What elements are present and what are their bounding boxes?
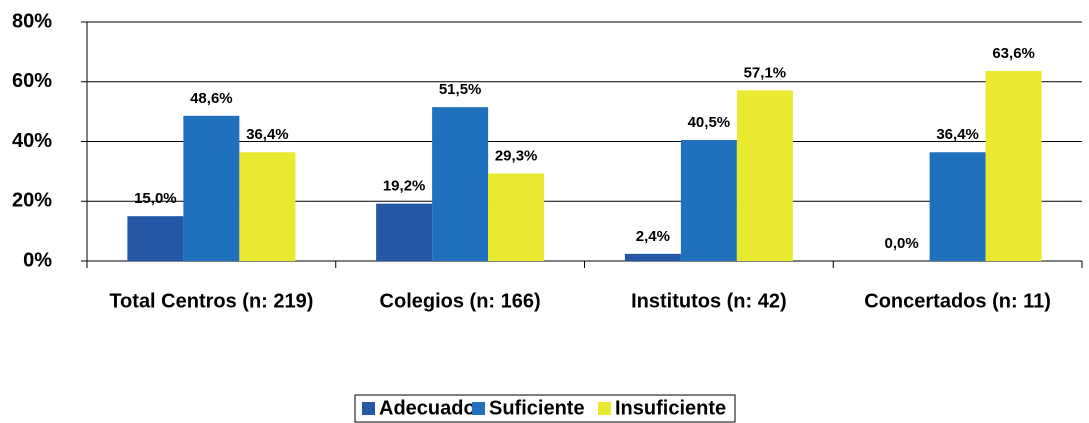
y-tick-label: 20% [12, 190, 52, 212]
bar [488, 173, 545, 261]
data-label: 2,4% [636, 228, 670, 245]
bar [624, 253, 681, 261]
legend-swatch [362, 402, 375, 415]
x-tick-label: Concertados (n: 11) [864, 290, 1051, 312]
y-tick-label: 80% [12, 10, 52, 32]
legend-label: Suficiente [489, 397, 585, 419]
bar [127, 216, 184, 261]
y-tick-label: 0% [23, 249, 52, 271]
x-tick-label: Institutos (n: 42) [631, 290, 787, 312]
bar [239, 152, 296, 261]
legend-label: Insuficiente [615, 397, 726, 419]
legend-box [354, 394, 736, 423]
data-label: 36,4% [936, 126, 979, 143]
data-label: 19,2% [383, 178, 426, 195]
legend-label: Adecuado [379, 397, 476, 419]
y-tick-label: 40% [12, 130, 52, 152]
bar [183, 115, 240, 262]
data-label: 63,6% [992, 45, 1035, 62]
legend-swatch [598, 402, 611, 415]
bar [985, 70, 1042, 262]
bar [432, 107, 489, 261]
bar [680, 140, 737, 261]
x-tick-label: Total Centros (n: 219) [109, 290, 313, 312]
x-tick-label: Colegios (n: 166) [380, 290, 541, 312]
bar [736, 90, 793, 261]
bar [376, 203, 433, 261]
data-label: 0,0% [885, 235, 919, 252]
data-label: 36,4% [246, 126, 289, 143]
bar [929, 152, 986, 261]
legend-swatch [472, 402, 485, 415]
data-label: 51,5% [439, 81, 482, 98]
data-label: 40,5% [688, 114, 731, 131]
data-label: 48,6% [190, 90, 233, 107]
data-label: 15,0% [134, 190, 177, 207]
data-label: 57,1% [744, 64, 787, 81]
data-label: 29,3% [495, 147, 538, 164]
y-tick-label: 60% [12, 70, 52, 92]
